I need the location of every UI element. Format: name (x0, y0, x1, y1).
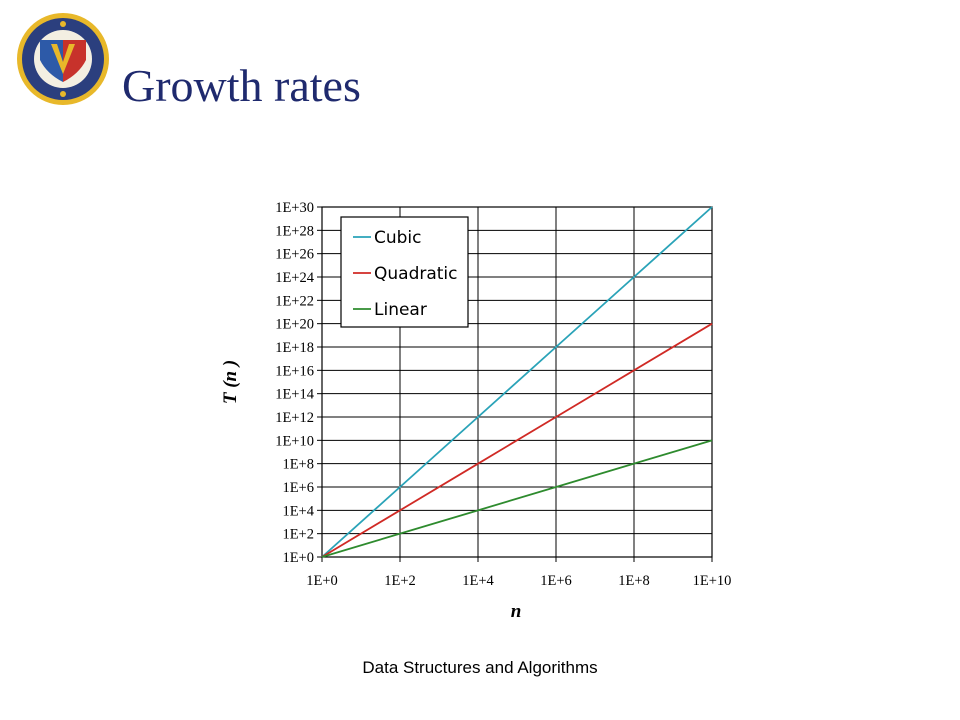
y-tick-label: 1E+4 (282, 503, 314, 519)
y-tick-label: 1E+12 (275, 410, 314, 426)
plot-border (321, 206, 713, 558)
legend: Cubic Quadratic Linear (340, 216, 469, 328)
y-tick-label: 1E+14 (275, 387, 315, 403)
x-tick-label: 1E+8 (618, 573, 650, 589)
y-tick-label: 1E+6 (282, 480, 314, 496)
x-tick-label: 1E+10 (693, 573, 732, 589)
axes: 1E+0 1E+2 1E+4 1E+6 1E+8 1E+10 1E+12 1E+14 1E+16… (275, 200, 731, 589)
x-tick-label: 1E+0 (306, 573, 338, 589)
institution-logo (14, 10, 112, 108)
y-tick-label: 1E+30 (275, 200, 314, 216)
x-tick-label: 1E+4 (462, 573, 494, 589)
y-tick-label: 1E+16 (275, 363, 314, 379)
y-tick-label: 1E+8 (282, 457, 314, 473)
logo-emblem-v (51, 44, 75, 74)
y-tick-label: 1E+0 (282, 550, 314, 566)
series-line-linear (321, 439, 713, 558)
series-lines (321, 206, 713, 558)
y-tick-label: 1E+2 (282, 527, 314, 543)
y-tick-label: 1E+10 (275, 433, 314, 449)
logo-emblem (17, 13, 109, 105)
series-line-quadratic (321, 322, 713, 558)
x-tick-label: 1E+2 (384, 573, 416, 589)
legend-label-linear: Linear (374, 300, 427, 320)
y-axis-title: T (n ) (220, 360, 241, 404)
y-tick-label: 1E+22 (275, 293, 314, 309)
y-tick-label: 1E+20 (275, 317, 314, 333)
x-axis-title: n (511, 601, 522, 622)
legend-label-quadratic: Quadratic (374, 264, 458, 284)
y-tick-label: 1E+28 (275, 223, 314, 239)
y-tick-label: 1E+24 (275, 270, 315, 286)
series-line-cubic (321, 206, 713, 558)
slide-footer: Data Structures and Algorithms (362, 658, 598, 677)
x-tick-label: 1E+6 (540, 573, 572, 589)
logo-top-star (60, 21, 66, 27)
growth-rates-chart: 1E+0 1E+2 1E+4 1E+6 1E+8 1E+10 1E+12 1E+14 1E+16… (220, 200, 731, 622)
logo-bottom-dot (60, 91, 66, 97)
y-tick-label: 1E+18 (275, 340, 314, 356)
y-tick-label: 1E+26 (275, 247, 314, 263)
legend-label-cubic: Cubic (374, 228, 422, 248)
slide-title: Growth rates (122, 60, 361, 111)
